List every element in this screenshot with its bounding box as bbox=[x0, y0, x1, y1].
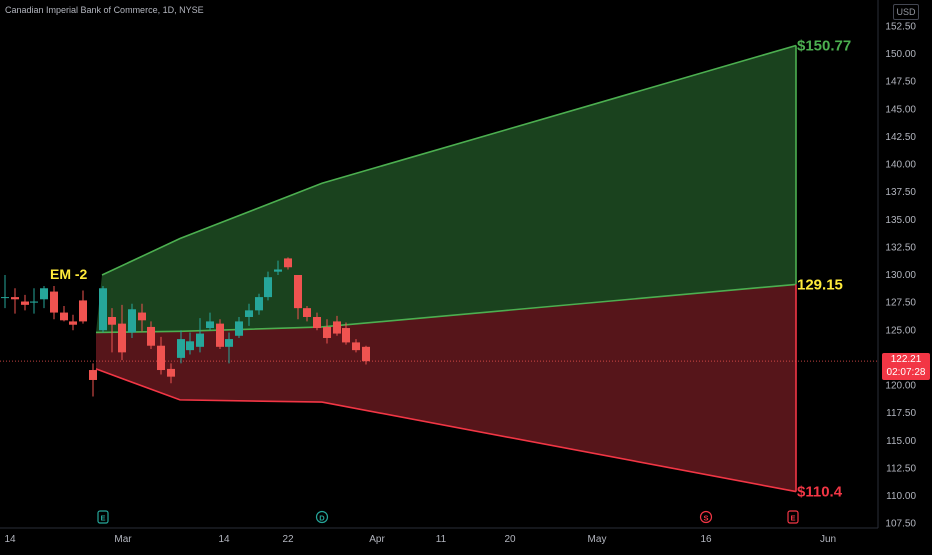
x-tick-label: 11 bbox=[436, 534, 447, 545]
y-tick-label: 147.50 bbox=[885, 77, 916, 88]
candle-body[interactable] bbox=[264, 277, 272, 298]
split-dividend-icon[interactable] bbox=[699, 510, 713, 524]
y-tick-label: 112.50 bbox=[886, 463, 916, 474]
candle-body[interactable] bbox=[177, 339, 185, 358]
candle-body[interactable] bbox=[128, 309, 136, 333]
y-tick-label: 117.50 bbox=[886, 408, 916, 419]
split-dividend-icon-glyph: S bbox=[703, 514, 708, 523]
x-tick-label: Jun bbox=[820, 534, 836, 545]
candle-body[interactable] bbox=[186, 341, 194, 351]
candle-body[interactable] bbox=[235, 321, 243, 336]
candle-body[interactable] bbox=[333, 321, 341, 334]
y-tick-label: 142.50 bbox=[885, 132, 916, 143]
candle-body[interactable] bbox=[352, 342, 360, 351]
x-tick-label: 14 bbox=[218, 534, 230, 545]
y-tick-label: 150.00 bbox=[885, 49, 916, 60]
x-tick-label: 22 bbox=[282, 534, 294, 545]
y-tick-label: 110.00 bbox=[886, 491, 916, 502]
y-tick-label: 152.50 bbox=[885, 21, 916, 32]
candle-body[interactable] bbox=[147, 326, 155, 346]
candle-body[interactable] bbox=[294, 275, 302, 309]
upper-band-line bbox=[101, 44, 797, 276]
lower-band-label: $110.4 bbox=[797, 484, 843, 501]
candle-body[interactable] bbox=[69, 321, 77, 325]
candle-body[interactable] bbox=[196, 333, 204, 347]
y-tick-label: 135.00 bbox=[885, 215, 916, 226]
candle-body[interactable] bbox=[167, 368, 175, 377]
candle-body[interactable] bbox=[30, 301, 38, 303]
candle-body[interactable] bbox=[157, 345, 165, 371]
candle-body[interactable] bbox=[11, 297, 19, 300]
em-label: EM -2 bbox=[50, 266, 88, 282]
lower-band-line bbox=[95, 368, 797, 493]
candle-body[interactable] bbox=[99, 288, 107, 331]
candle-body[interactable] bbox=[303, 308, 311, 317]
candle-body[interactable] bbox=[138, 312, 146, 321]
candle-body[interactable] bbox=[342, 328, 350, 343]
last-price-tag: 122.21 02:07:28 bbox=[882, 353, 930, 380]
bar-countdown: 02:07:28 bbox=[886, 367, 926, 378]
y-tick-label: 137.50 bbox=[885, 187, 916, 198]
candle-body[interactable] bbox=[313, 316, 321, 329]
dividend-icon-glyph: D bbox=[319, 514, 325, 523]
x-tick-label: 14 bbox=[4, 534, 16, 545]
y-tick-label: 140.00 bbox=[885, 160, 916, 171]
upper-band-label: $150.77 bbox=[797, 37, 851, 54]
y-tick-label: 132.50 bbox=[885, 242, 916, 253]
x-tick-label: Apr bbox=[369, 534, 385, 545]
x-tick-label: 16 bbox=[700, 534, 712, 545]
y-tick-label: 130.00 bbox=[885, 270, 916, 281]
candle-body[interactable] bbox=[225, 339, 233, 347]
candle-body[interactable] bbox=[79, 300, 87, 322]
earnings-icon[interactable] bbox=[97, 510, 109, 524]
upper-band-fill bbox=[96, 45, 796, 333]
candle-body[interactable] bbox=[40, 288, 48, 300]
x-tick-label: Mar bbox=[114, 534, 132, 545]
candle-body[interactable] bbox=[1, 297, 9, 299]
x-tick-label: May bbox=[588, 534, 607, 545]
candle-body[interactable] bbox=[21, 301, 29, 305]
candle-body[interactable] bbox=[323, 326, 331, 338]
y-tick-label: 125.00 bbox=[885, 325, 916, 336]
candle-body[interactable] bbox=[89, 370, 97, 380]
y-tick-label: 120.00 bbox=[885, 381, 916, 392]
y-tick-label: 145.00 bbox=[885, 104, 916, 115]
mid-band-line bbox=[95, 283, 797, 334]
x-tick-label: 20 bbox=[504, 534, 516, 545]
candle-body[interactable] bbox=[216, 323, 224, 347]
earnings-icon-glyph: E bbox=[100, 514, 105, 523]
dividend-icon[interactable] bbox=[315, 510, 329, 524]
candle-body[interactable] bbox=[255, 297, 263, 311]
earnings-upcoming-icon[interactable] bbox=[787, 510, 799, 524]
candle-body[interactable] bbox=[274, 269, 282, 272]
mid-band-label: 129.15 bbox=[797, 276, 843, 293]
symbol-title[interactable]: Canadian Imperial Bank of Commerce, 1D, … bbox=[5, 5, 204, 15]
candle-body[interactable] bbox=[50, 291, 58, 313]
earnings-upcoming-icon-glyph: E bbox=[790, 514, 795, 523]
candle-body[interactable] bbox=[206, 321, 214, 329]
candle-body[interactable] bbox=[118, 323, 126, 353]
y-tick-label: 107.50 bbox=[885, 519, 916, 530]
candle-body[interactable] bbox=[60, 312, 68, 321]
candle-body[interactable] bbox=[362, 346, 370, 362]
y-tick-label: 127.50 bbox=[885, 298, 916, 309]
last-price-value: 122.21 bbox=[890, 354, 922, 365]
lower-band-fill bbox=[96, 284, 796, 492]
candle-body[interactable] bbox=[284, 258, 292, 268]
currency-button[interactable]: USD bbox=[893, 4, 919, 20]
y-tick-label: 115.00 bbox=[886, 436, 916, 447]
candle-body[interactable] bbox=[108, 316, 116, 325]
candle-body[interactable] bbox=[245, 310, 253, 317]
